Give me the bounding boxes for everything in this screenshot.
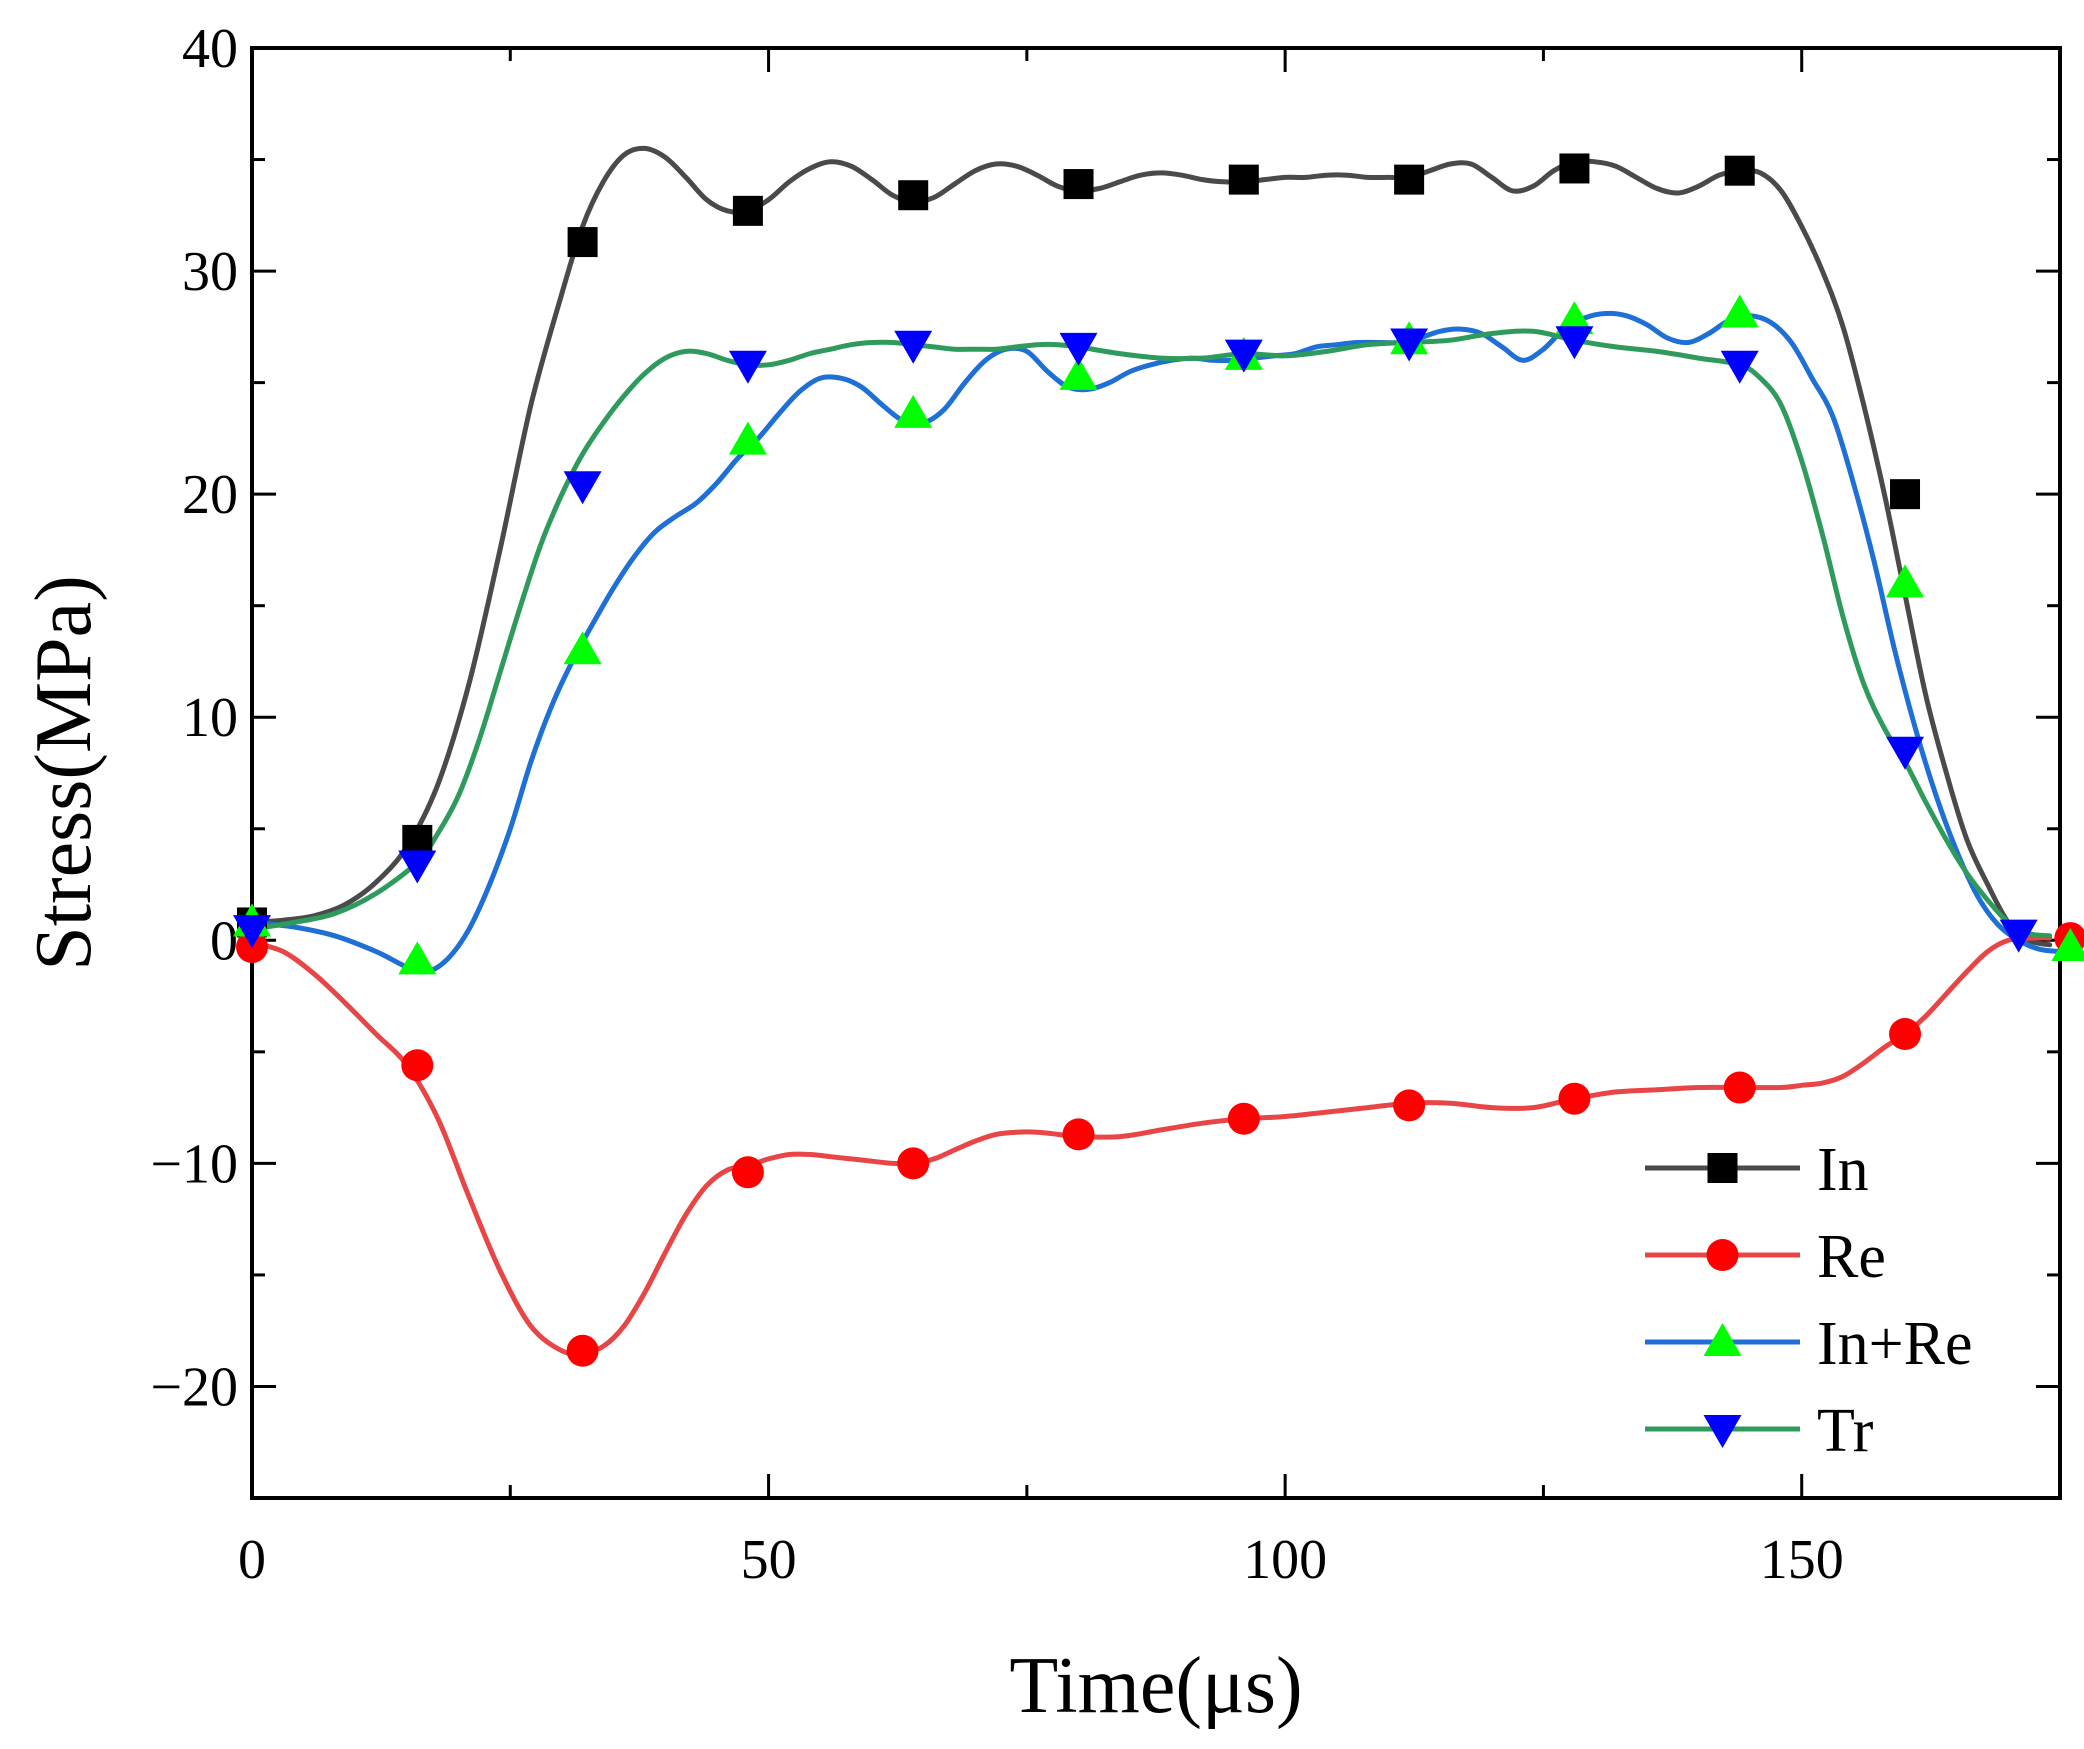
data-point-in-re bbox=[1059, 356, 1098, 390]
data-point-in bbox=[1394, 164, 1425, 195]
data-point-in bbox=[1228, 164, 1259, 195]
legend-marker-in-re bbox=[1703, 1323, 1742, 1356]
y-tick-label: −20 bbox=[150, 1356, 238, 1418]
legend-label-in-re: In+Re bbox=[1817, 1310, 1972, 1378]
data-point-tr bbox=[1224, 339, 1263, 373]
data-point-in bbox=[898, 180, 929, 211]
data-point-re bbox=[1227, 1102, 1260, 1135]
data-point-re bbox=[1889, 1018, 1922, 1050]
data-point-tr bbox=[1390, 328, 1429, 362]
legend: In Re In+Re Tr bbox=[1645, 1136, 1972, 1465]
data-point-in-re bbox=[398, 941, 437, 975]
x-tick-label: 150 bbox=[1760, 1529, 1844, 1591]
data-point-in-re bbox=[1886, 564, 1925, 598]
data-point-tr bbox=[728, 350, 767, 384]
legend-label-re: Re bbox=[1817, 1223, 1886, 1291]
y-tick-label: 0 bbox=[210, 910, 238, 972]
data-point-re bbox=[731, 1156, 764, 1189]
legend-marker-in bbox=[1707, 1153, 1738, 1183]
legend-marker-tr bbox=[1703, 1415, 1742, 1448]
data-point-in bbox=[1559, 153, 1590, 184]
data-point-re bbox=[1558, 1082, 1591, 1115]
data-point-in bbox=[1063, 169, 1094, 200]
legend-label-tr: Tr bbox=[1817, 1397, 1874, 1465]
data-point-in-re bbox=[2051, 928, 2084, 961]
data-point-tr bbox=[563, 471, 602, 505]
data-point-in-re bbox=[1720, 294, 1759, 328]
data-point-re bbox=[401, 1049, 434, 1082]
plot-series bbox=[252, 145, 2060, 1357]
x-axis-title: Time(μs) bbox=[1009, 1642, 1302, 1730]
legend-marker-re bbox=[1706, 1239, 1739, 1271]
data-point-in bbox=[402, 824, 433, 855]
legend-label-in: In bbox=[1817, 1136, 1869, 1204]
x-tick-label: 100 bbox=[1243, 1529, 1327, 1591]
data-point-tr bbox=[1720, 350, 1759, 384]
data-point-re bbox=[897, 1147, 930, 1180]
series-line-re bbox=[252, 935, 2053, 1357]
data-point-in-re bbox=[1555, 301, 1594, 335]
y-tick-label: 30 bbox=[182, 241, 238, 303]
data-point-in bbox=[567, 227, 598, 258]
data-point-in bbox=[1890, 479, 1921, 510]
plot-frame bbox=[250, 46, 2062, 1500]
data-point-in-re bbox=[728, 421, 767, 455]
y-axis-title: Stress(MPa) bbox=[20, 575, 108, 971]
y-tick-label: 10 bbox=[182, 687, 238, 749]
data-point-tr bbox=[894, 330, 933, 364]
y-tick-label: 40 bbox=[182, 18, 238, 80]
data-point-tr bbox=[233, 915, 271, 949]
data-point-in bbox=[1724, 155, 1755, 186]
data-point-re bbox=[566, 1334, 599, 1367]
data-point-in-re bbox=[563, 631, 602, 665]
series-line-tr bbox=[252, 328, 2053, 939]
y-tick-label: −10 bbox=[150, 1133, 238, 1195]
data-point-tr bbox=[398, 850, 437, 884]
series-line-in bbox=[252, 145, 2053, 948]
data-point-tr bbox=[1555, 326, 1594, 360]
data-point-re bbox=[1393, 1089, 1426, 1122]
data-point-tr bbox=[1059, 332, 1098, 366]
data-point-re bbox=[1062, 1118, 1095, 1151]
x-tick-label: 0 bbox=[238, 1529, 266, 1591]
x-tick-label: 50 bbox=[741, 1529, 797, 1591]
data-point-in-re bbox=[894, 394, 933, 428]
plot-markers bbox=[233, 153, 2084, 1367]
data-point-tr bbox=[1999, 919, 2038, 953]
axis-ticks: 0 50 100 150 −20 −10 0 10 20 30 40 bbox=[150, 18, 2062, 1591]
data-point-re bbox=[1723, 1071, 1756, 1104]
data-point-in bbox=[732, 195, 763, 226]
series-line-in-re bbox=[252, 310, 2060, 975]
y-tick-label: 20 bbox=[182, 464, 238, 526]
data-point-tr bbox=[1886, 736, 1925, 770]
